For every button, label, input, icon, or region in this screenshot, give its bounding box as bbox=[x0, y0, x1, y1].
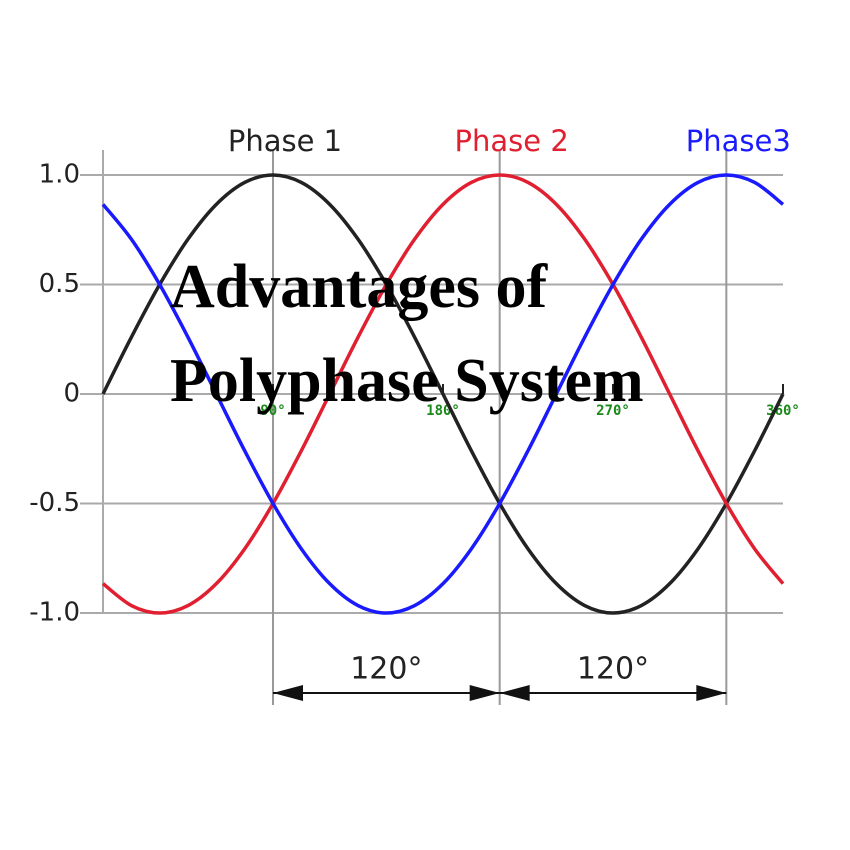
annotation: 120° bbox=[577, 652, 649, 687]
legend-label: Phase 1 bbox=[228, 124, 342, 158]
y-tick-label: -1.0 bbox=[29, 598, 80, 628]
series-line bbox=[101, 173, 785, 615]
y-tick-label: 0 bbox=[63, 379, 80, 409]
y-tick-label: 0.5 bbox=[39, 269, 80, 299]
series-line bbox=[101, 173, 785, 615]
y-tick-label: 1.0 bbox=[39, 160, 80, 190]
chart-title: Advantages of Polyphase System bbox=[170, 253, 644, 415]
legend-label: Phase 2 bbox=[455, 124, 569, 158]
y-tick-label: -0.5 bbox=[29, 488, 80, 518]
x-tick-label: 90° bbox=[260, 403, 285, 419]
series-line bbox=[101, 173, 785, 615]
legend-label: Phase3 bbox=[686, 124, 791, 158]
x-tick-label: 360° bbox=[766, 403, 800, 419]
x-tick-label: 180° bbox=[426, 403, 460, 419]
x-tick-label: 270° bbox=[596, 403, 630, 419]
annotation: 120° bbox=[350, 652, 422, 687]
